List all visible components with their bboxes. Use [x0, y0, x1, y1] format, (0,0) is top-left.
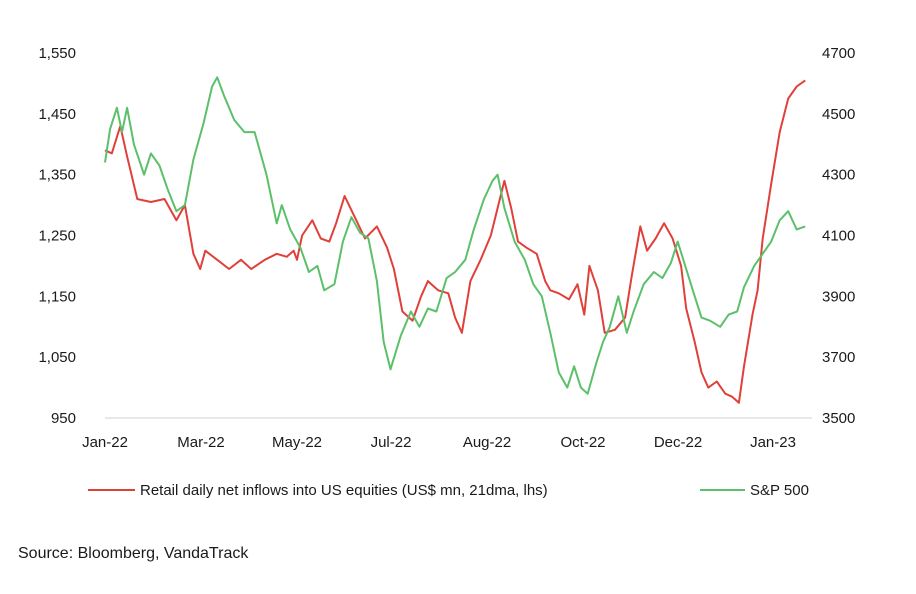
left-axis-ticks: 950 1,050 1,150 1,250 1,350 1,450 1,550: [38, 45, 76, 427]
left-tick-label: 1,350: [38, 167, 76, 184]
right-tick-label: 4100: [822, 228, 855, 245]
x-tick-label: Oct-22: [560, 434, 605, 451]
left-tick-label: 1,550: [38, 45, 76, 62]
left-tick-label: 1,150: [38, 288, 76, 305]
retail-inflows-line: [104, 79, 806, 404]
legend: Retail daily net inflows into US equitie…: [88, 482, 809, 499]
left-tick-label: 1,450: [38, 106, 76, 123]
source-note: Source: Bloomberg, VandaTrack: [18, 545, 249, 562]
x-tick-label: Jul-22: [371, 434, 412, 451]
left-tick-label: 1,250: [38, 228, 76, 245]
right-tick-label: 4700: [822, 45, 855, 62]
x-tick-label: Aug-22: [463, 434, 511, 451]
x-tick-label: Mar-22: [177, 434, 225, 451]
x-axis-ticks: Jan-22 Mar-22 May-22 Jul-22 Aug-22 Oct-22 Dec-…: [82, 434, 796, 451]
left-tick-label: 1,050: [38, 349, 76, 366]
x-tick-label: Jan-23: [750, 434, 796, 451]
sp500-line: [104, 76, 806, 395]
right-tick-label: 3700: [822, 349, 855, 366]
right-tick-label: 4500: [822, 106, 855, 123]
right-axis-ticks: 3500 3700 3900 4100 4300 4500 4700: [822, 45, 855, 427]
right-tick-label: 3500: [822, 410, 855, 427]
x-tick-label: Jan-22: [82, 434, 128, 451]
right-tick-label: 3900: [822, 288, 855, 305]
series-lines: [104, 76, 806, 404]
right-tick-label: 4300: [822, 167, 855, 184]
legend-label-retail: Retail daily net inflows into US equitie…: [140, 482, 548, 499]
x-tick-label: Dec-22: [654, 434, 702, 451]
x-tick-label: May-22: [272, 434, 322, 451]
legend-label-sp500: S&P 500: [750, 482, 809, 499]
left-tick-label: 950: [51, 410, 76, 427]
